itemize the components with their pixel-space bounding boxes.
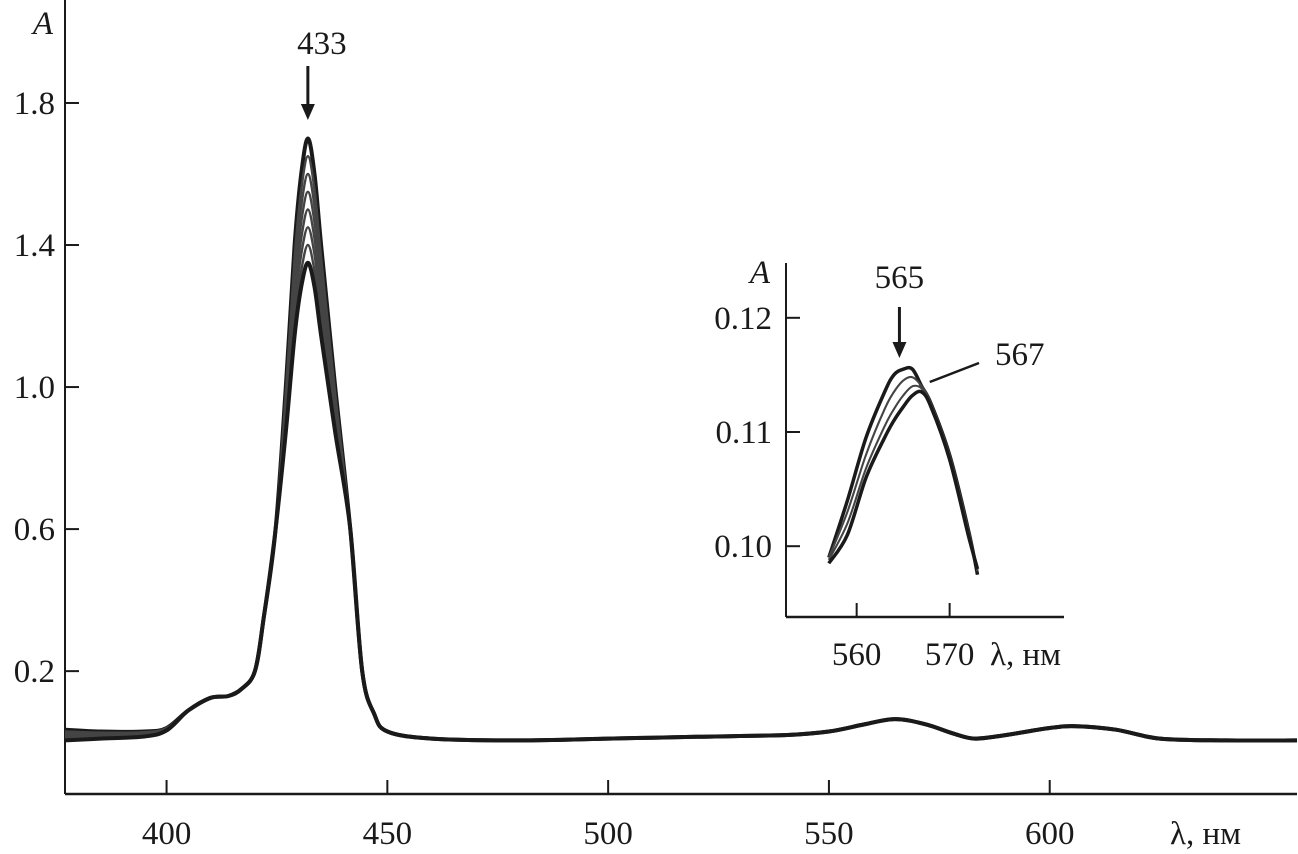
spectrum-line: [64, 208, 1298, 742]
y-axis-label: A: [748, 255, 771, 291]
y-tick-label: 0.12: [714, 301, 772, 337]
peak-arrow-head: [300, 104, 315, 120]
y-tick-label: 0.11: [715, 415, 772, 451]
inset-peak-arrow-head: [892, 342, 907, 358]
spectrum-line: [827, 389, 980, 570]
x-tick-label: 500: [583, 816, 633, 852]
main-plot: 400 450 500 550 600 0.2 0.6 1.0 1.4 1.8 Aλ, нм 433: [14, 0, 1298, 852]
spectrum-line: [827, 365, 980, 576]
spectrum-line: [64, 155, 1298, 742]
x-axis-label: λ, нм: [990, 637, 1061, 673]
inset-leader-line-567: [929, 361, 980, 384]
spectrum-line: [64, 260, 1298, 743]
spectrum-line: [64, 172, 1298, 742]
x-tick-label: 450: [363, 816, 413, 852]
inset-peak-label-567: 567: [995, 337, 1045, 373]
x-tick-label: 570: [925, 637, 975, 673]
x-tick-label: 400: [142, 816, 192, 852]
peak-label: 433: [297, 26, 347, 62]
x-tick-label: 600: [1025, 816, 1075, 852]
y-tick-label: 0.2: [14, 654, 55, 690]
spectrum-line: [64, 243, 1298, 742]
x-axis-label: λ, нм: [1170, 816, 1241, 852]
x-tick-label: 560: [832, 637, 882, 673]
y-tick-label: 0.10: [714, 529, 772, 565]
y-tick-label: 1.8: [14, 86, 55, 122]
inset-peak-label-565: 565: [875, 260, 925, 296]
spectrum-line: [64, 226, 1298, 742]
y-tick-label: 0.6: [14, 512, 55, 548]
spectrum-line: [64, 190, 1298, 742]
spectrum-line: [64, 136, 1298, 743]
inset-plot: 560 570 0.10 0.11 0.12 Aλ, нм 565 567: [714, 255, 1064, 673]
x-tick-label: 550: [804, 816, 854, 852]
y-tick-label: 1.0: [14, 370, 55, 406]
y-tick-label: 1.4: [14, 228, 55, 264]
y-axis-label: A: [31, 6, 54, 42]
